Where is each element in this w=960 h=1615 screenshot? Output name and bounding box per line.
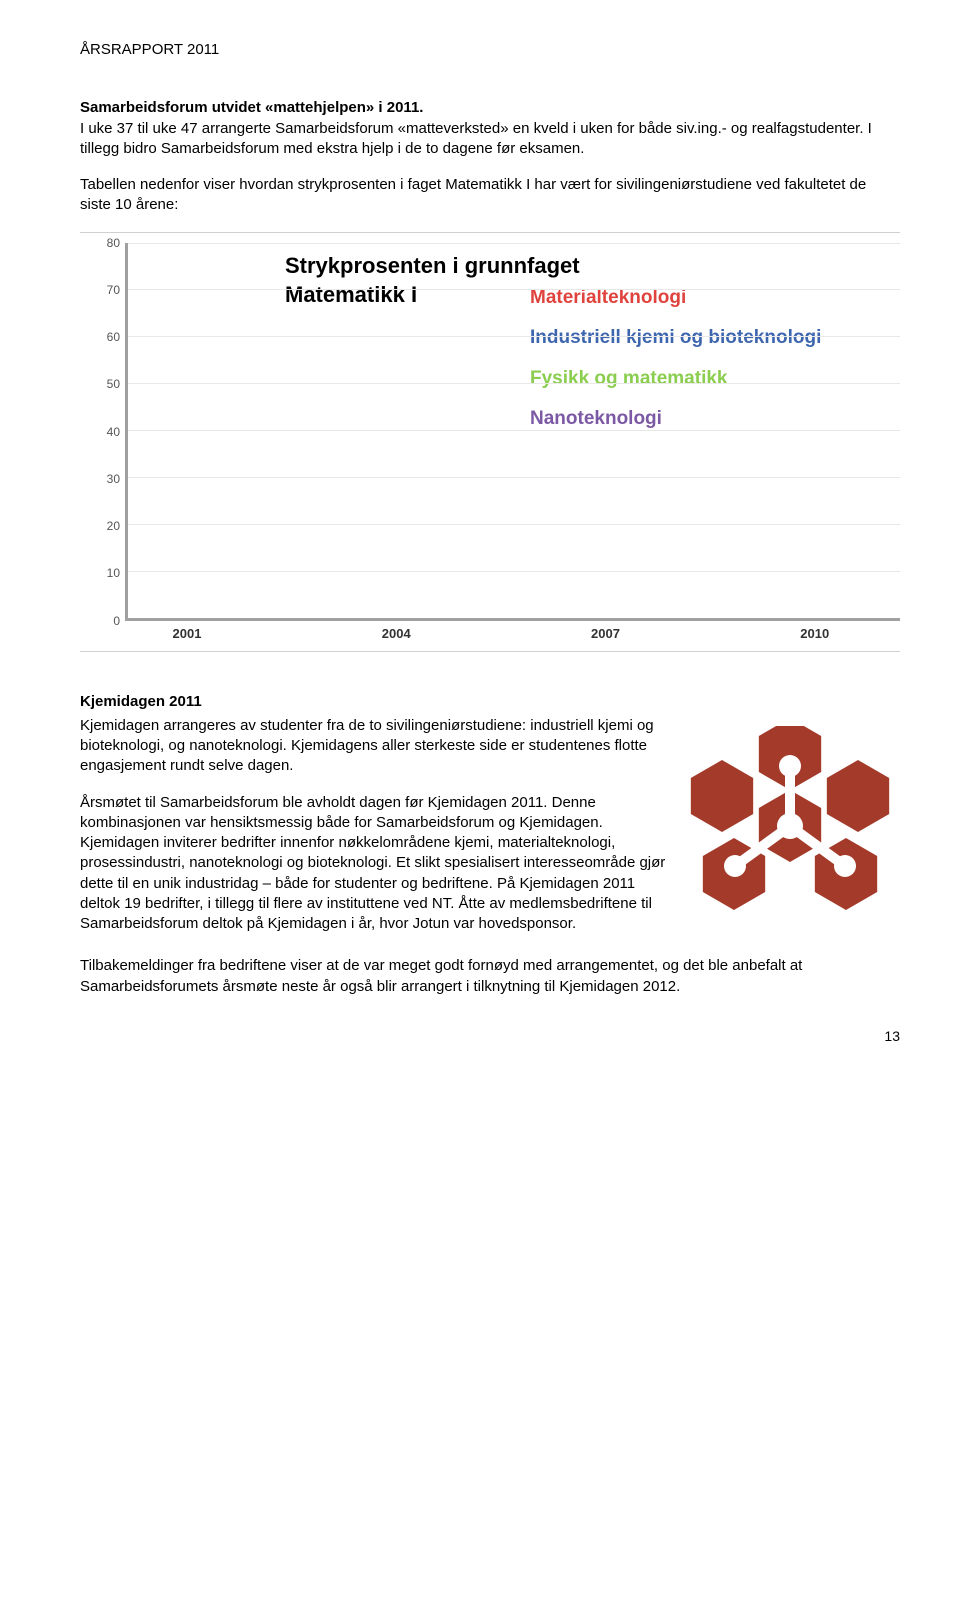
section-heading: Kjemidagen 2011 xyxy=(80,692,900,712)
y-tick: 70 xyxy=(92,282,120,298)
gridline xyxy=(128,383,900,384)
x-label: 2004 xyxy=(382,625,411,643)
y-tick: 30 xyxy=(92,471,120,487)
gridline xyxy=(128,430,900,431)
kjemi-p2: Årsmøtet til Samarbeidsforum ble avholdt… xyxy=(80,793,678,935)
chart-intro-paragraph: Tabellen nedenfor viser hvordan strykpro… xyxy=(80,175,900,216)
intro-body: I uke 37 til uke 47 arrangerte Samarbeid… xyxy=(80,120,872,157)
kjemidagen-logo xyxy=(690,716,900,951)
y-tick: 40 xyxy=(92,423,120,439)
page-header: ÅRSRAPPORT 2011 xyxy=(80,40,900,60)
x-label: 2007 xyxy=(591,625,620,643)
intro-bold: Samarbeidsforum utvidet «mattehjelpen» i… xyxy=(80,99,423,116)
y-axis: 01020304050607080 xyxy=(90,243,120,621)
y-tick: 10 xyxy=(92,565,120,581)
gridline xyxy=(128,243,900,244)
bar-chart: Strykprosenten i grunnfaget Matematikk I… xyxy=(80,232,900,652)
x-label: 2001 xyxy=(173,625,202,643)
kjemidagen-text: Kjemidagen arrangeres av studenter fra d… xyxy=(80,716,678,951)
x-axis: 2001 2004 2007 2010 xyxy=(125,625,900,645)
y-tick: 0 xyxy=(92,612,120,628)
molecule-icon xyxy=(690,726,890,926)
x-label: 2010 xyxy=(800,625,829,643)
gridline xyxy=(128,571,900,572)
kjemidagen-section: Kjemidagen 2011 Kjemidagen arrangeres av… xyxy=(80,692,900,997)
y-tick: 60 xyxy=(92,329,120,345)
kjemi-p3: Tilbakemeldinger fra bedriftene viser at… xyxy=(80,956,900,997)
plot-area xyxy=(125,243,900,621)
y-tick: 20 xyxy=(92,518,120,534)
intro-paragraph: Samarbeidsforum utvidet «mattehjelpen» i… xyxy=(80,98,900,159)
page-number: 13 xyxy=(80,1027,900,1046)
gridline xyxy=(128,524,900,525)
kjemi-p1: Kjemidagen arrangeres av studenter fra d… xyxy=(80,716,678,777)
gridline xyxy=(128,477,900,478)
gridline xyxy=(128,289,900,290)
gridline xyxy=(128,336,900,337)
y-tick: 80 xyxy=(92,234,120,250)
y-tick: 50 xyxy=(92,376,120,392)
